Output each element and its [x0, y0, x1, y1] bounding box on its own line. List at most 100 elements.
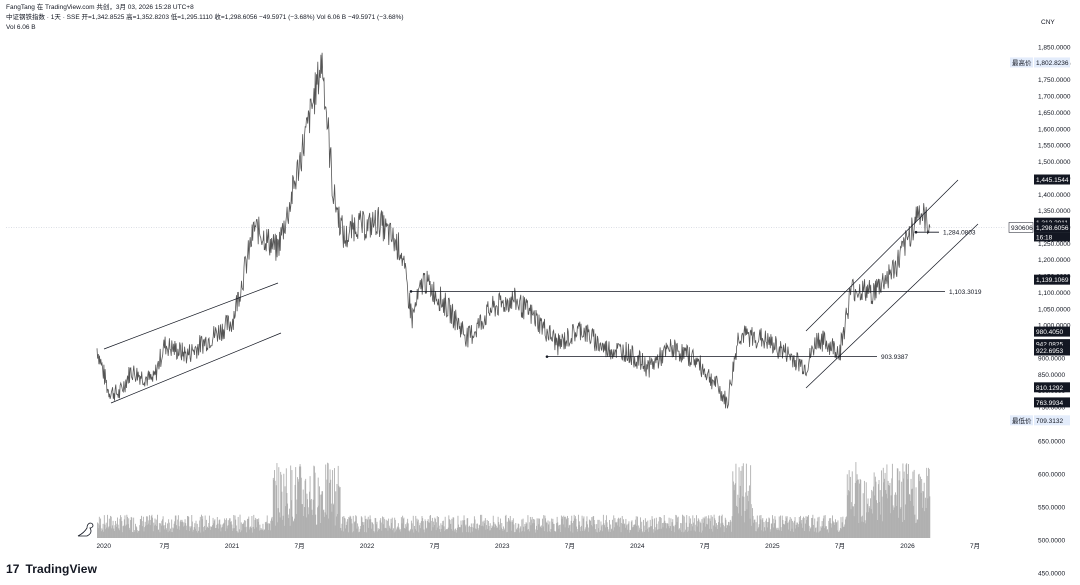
volume-bar — [655, 527, 657, 538]
volume-bar — [377, 531, 379, 538]
volume-bar — [719, 527, 721, 538]
volume-bar — [130, 516, 132, 538]
header-author-line: FangTang 在 TradingView.com 共创，3月 03, 202… — [6, 4, 194, 11]
volume-bar — [879, 490, 881, 538]
volume-bar — [871, 489, 873, 538]
volume-bar — [607, 526, 609, 538]
volume-bar — [626, 524, 628, 538]
volume-bar — [307, 499, 309, 538]
volume-bar — [262, 523, 264, 538]
volume-bar — [467, 532, 469, 538]
volume-bar — [523, 531, 525, 538]
volume-bar — [137, 532, 139, 538]
volume-bar — [308, 491, 310, 538]
volume-bar — [656, 523, 658, 538]
volume-bar — [610, 529, 612, 538]
volume-bar — [683, 516, 685, 538]
level-anchor-dot — [409, 290, 413, 293]
volume-bar — [708, 528, 710, 538]
volume-bar — [173, 523, 175, 538]
volume-bar — [827, 529, 829, 538]
volume-bar — [297, 477, 299, 538]
x-axis-tick-label: 2024 — [630, 543, 645, 550]
volume-bar — [571, 523, 573, 538]
volume-bar — [506, 532, 508, 538]
volume-bar — [809, 528, 811, 538]
price-label-text: 980.4050 — [1036, 329, 1063, 336]
volume-bar — [342, 516, 344, 538]
volume-bar — [353, 531, 355, 538]
channel-2025-upper-line — [805, 179, 959, 332]
volume-bar — [141, 515, 143, 538]
volume-bar — [739, 497, 741, 538]
volume-bar — [853, 506, 854, 538]
volume-bar — [269, 530, 271, 538]
volume-bar — [446, 528, 448, 538]
volume-bar — [316, 524, 318, 538]
volume-bar — [919, 481, 921, 538]
volume-bar — [131, 517, 133, 538]
volume-bar — [786, 516, 788, 538]
volume-bar — [315, 525, 317, 538]
volume-bar — [436, 522, 438, 538]
volume-bar — [551, 518, 553, 538]
volume-bar — [329, 482, 330, 538]
level-value-label: 903.9387 — [881, 354, 908, 361]
volume-bar — [521, 519, 523, 538]
volume-bar — [480, 526, 482, 538]
volume-bar — [347, 519, 349, 538]
volume-bar — [894, 494, 896, 538]
volume-bar — [335, 516, 337, 538]
volume-bar — [287, 503, 289, 538]
volume-bar — [715, 526, 717, 538]
volume-bar — [130, 520, 132, 538]
channel-2025-lower-line — [805, 223, 979, 389]
volume-bar — [660, 518, 662, 538]
volume-bar — [860, 516, 862, 538]
volume-bar — [721, 514, 723, 538]
volume-bar — [400, 517, 402, 538]
volume-bar — [505, 514, 507, 538]
volume-bar — [795, 528, 797, 538]
volume-bar — [315, 514, 317, 538]
volume-bar — [338, 485, 340, 538]
tradingview-brand[interactable]: 17 TradingView — [6, 562, 97, 576]
volume-bar — [329, 469, 331, 538]
volume-bar — [512, 521, 514, 538]
volume-bar — [236, 530, 238, 538]
volume-bar — [352, 532, 354, 538]
volume-bar — [97, 528, 99, 538]
volume-bar — [167, 532, 169, 538]
volume-bar — [230, 521, 232, 538]
volume-bar — [381, 530, 383, 538]
volume-bar — [205, 530, 207, 538]
volume-bar — [129, 529, 131, 538]
volume-bar — [579, 531, 581, 538]
volume-bar — [439, 531, 441, 538]
volume-bar — [586, 516, 588, 538]
volume-bar — [887, 498, 888, 538]
volume-bar — [804, 523, 806, 538]
volume-bar — [370, 519, 372, 538]
volume-bar — [770, 523, 772, 538]
volume-bar — [927, 498, 929, 538]
volume-bar — [282, 519, 284, 538]
volume-bar — [530, 525, 532, 538]
volume-bar — [841, 528, 843, 538]
volume-bar — [484, 518, 486, 538]
volume-bar — [513, 524, 515, 538]
volume-bar — [717, 529, 719, 538]
volume-bar — [600, 521, 602, 538]
currency-label[interactable]: CNY — [1041, 19, 1055, 26]
volume-bar — [105, 522, 107, 538]
volume-bar — [119, 518, 121, 538]
volume-bar — [569, 524, 571, 538]
volume-bar — [409, 530, 411, 538]
volume-bar — [139, 518, 141, 538]
volume-bar — [627, 523, 629, 538]
price-label-text: 1,139.1069 — [1036, 277, 1069, 284]
volume-bar — [736, 505, 738, 538]
volume-bar — [456, 527, 458, 538]
volume-bar — [680, 523, 682, 538]
